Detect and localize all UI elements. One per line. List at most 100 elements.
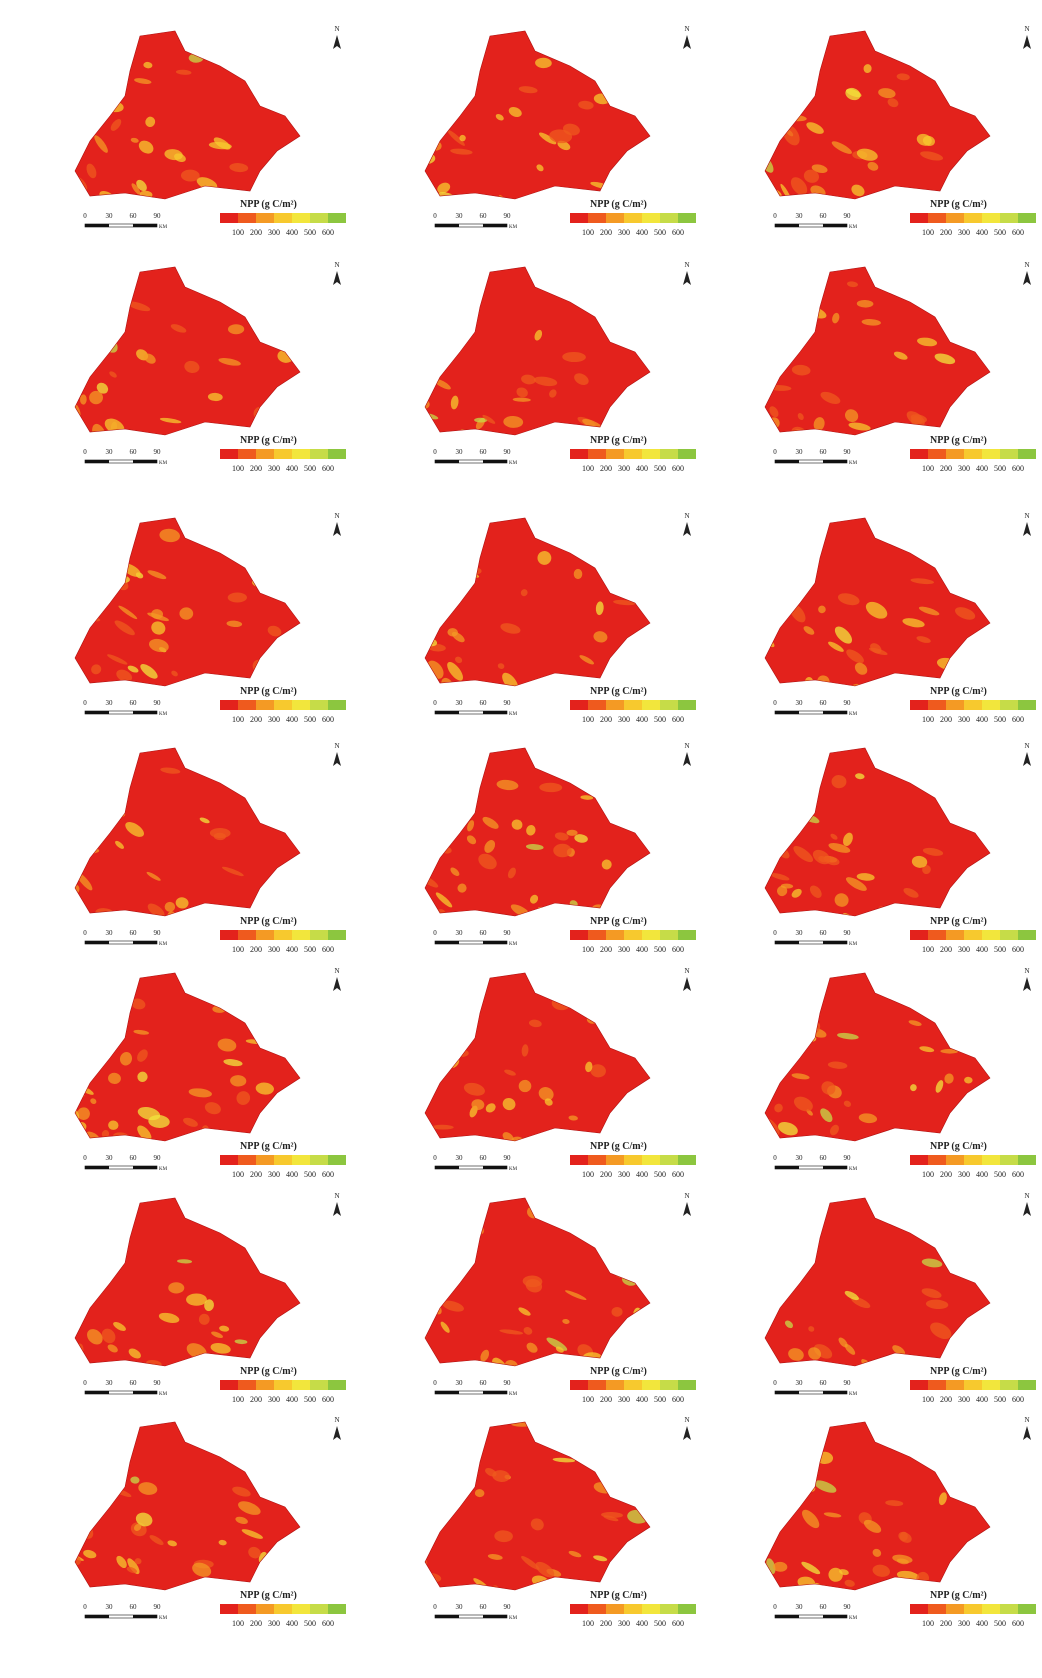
legend-swatch — [238, 449, 256, 459]
legend-title: NPP (g C/m²) — [590, 435, 647, 446]
legend-label: 300 — [958, 945, 970, 954]
legend-label: 300 — [958, 1395, 970, 1404]
legend-swatch — [292, 213, 310, 223]
legend-swatch — [292, 700, 310, 710]
legend-swatch — [928, 1380, 946, 1390]
legend-title: NPP (g C/m²) — [590, 199, 647, 210]
legend-label: 600 — [322, 945, 334, 954]
legend-swatch — [1018, 1380, 1036, 1390]
legend-title: NPP (g C/m²) — [590, 1366, 647, 1377]
legend-swatch — [982, 449, 1000, 459]
legend-swatch — [238, 1604, 256, 1614]
legend-swatch — [310, 930, 328, 940]
legend-swatch — [1018, 449, 1036, 459]
scale-label: 30 — [796, 1379, 804, 1387]
legend-swatch — [256, 213, 274, 223]
scale-unit: KM — [849, 461, 858, 466]
scale-label: 90 — [844, 699, 852, 707]
legend-swatch — [624, 700, 642, 710]
legend-swatch — [588, 213, 606, 223]
legend-label: 500 — [304, 1170, 316, 1179]
legend-swatch — [660, 930, 678, 940]
legend-swatch — [660, 1604, 678, 1614]
scale-unit: KM — [509, 225, 518, 230]
legend-label: 300 — [958, 1170, 970, 1179]
legend-swatch — [292, 930, 310, 940]
legend-swatch — [1000, 1380, 1018, 1390]
legend-label: 200 — [600, 715, 612, 724]
legend-label: 600 — [322, 1395, 334, 1404]
legend-label: 100 — [582, 1619, 594, 1628]
legend-label: 600 — [1012, 715, 1024, 724]
scale-label: 90 — [844, 448, 852, 456]
scale-label: 0 — [773, 1379, 777, 1387]
scale-label: 0 — [773, 699, 777, 707]
legend-label: 600 — [1012, 945, 1024, 954]
legend-swatch — [256, 1380, 274, 1390]
scale-label: 90 — [504, 1603, 512, 1611]
scale-label: 90 — [154, 699, 162, 707]
legend-label: 200 — [940, 1395, 952, 1404]
map-outline — [74, 747, 301, 917]
legend-swatch — [624, 1380, 642, 1390]
map-outline — [764, 266, 991, 436]
legend-swatch — [642, 213, 660, 223]
legend-swatch — [678, 1155, 696, 1165]
legend-label: 600 — [322, 464, 334, 473]
scale-unit: KM — [159, 1167, 168, 1172]
legend-label: 400 — [976, 1395, 988, 1404]
scale-unit: KM — [849, 1167, 858, 1172]
legend-title: NPP (g C/m²) — [240, 435, 297, 446]
legend-label: 400 — [976, 464, 988, 473]
scale-label: 30 — [106, 448, 114, 456]
scale-label: 90 — [504, 448, 512, 456]
scale-unit: KM — [849, 712, 858, 717]
legend-label: 600 — [322, 1170, 334, 1179]
scale-label: 0 — [773, 1154, 777, 1162]
legend-swatch — [328, 1604, 346, 1614]
legend-label: 400 — [976, 715, 988, 724]
map-outline — [424, 266, 651, 436]
map-outline — [424, 30, 651, 200]
map-outline — [424, 747, 651, 917]
legend-swatch — [328, 449, 346, 459]
legend-label: 100 — [582, 464, 594, 473]
legend-swatch — [256, 1155, 274, 1165]
legend-swatch — [1000, 1604, 1018, 1614]
legend-swatch — [678, 930, 696, 940]
legend-label: 300 — [618, 715, 630, 724]
legend-label: 100 — [232, 228, 244, 237]
legend-swatch — [928, 449, 946, 459]
north-label: N — [1024, 261, 1029, 269]
legend-swatch — [928, 1155, 946, 1165]
scale-label: 90 — [154, 1603, 162, 1611]
map-outline — [764, 30, 991, 200]
north-label: N — [1024, 1192, 1029, 1200]
scale-label: 30 — [456, 448, 464, 456]
legend-swatch — [642, 449, 660, 459]
legend-label: 400 — [976, 1170, 988, 1179]
legend-swatch — [660, 700, 678, 710]
scale-label: 0 — [773, 448, 777, 456]
legend-label: 100 — [232, 715, 244, 724]
scale-label: 90 — [844, 1379, 852, 1387]
legend-label: 400 — [636, 945, 648, 954]
legend-label: 200 — [940, 1619, 952, 1628]
scale-label: 90 — [844, 1603, 852, 1611]
scale-label: 60 — [480, 1603, 488, 1611]
legend-title: NPP (g C/m²) — [930, 686, 987, 697]
scale-label: 60 — [820, 1154, 828, 1162]
legend-label: 100 — [582, 1170, 594, 1179]
north-label: N — [334, 261, 339, 269]
legend-swatch — [964, 449, 982, 459]
legend-swatch — [220, 1604, 238, 1614]
legend-label: 600 — [322, 715, 334, 724]
legend-swatch — [946, 1380, 964, 1390]
scale-label: 0 — [83, 929, 87, 937]
legend-label: 500 — [994, 715, 1006, 724]
legend-title: NPP (g C/m²) — [240, 1366, 297, 1377]
map-outline — [424, 517, 651, 687]
legend-label: 100 — [582, 945, 594, 954]
legend-swatch — [982, 1604, 1000, 1614]
scale-label: 30 — [456, 1603, 464, 1611]
